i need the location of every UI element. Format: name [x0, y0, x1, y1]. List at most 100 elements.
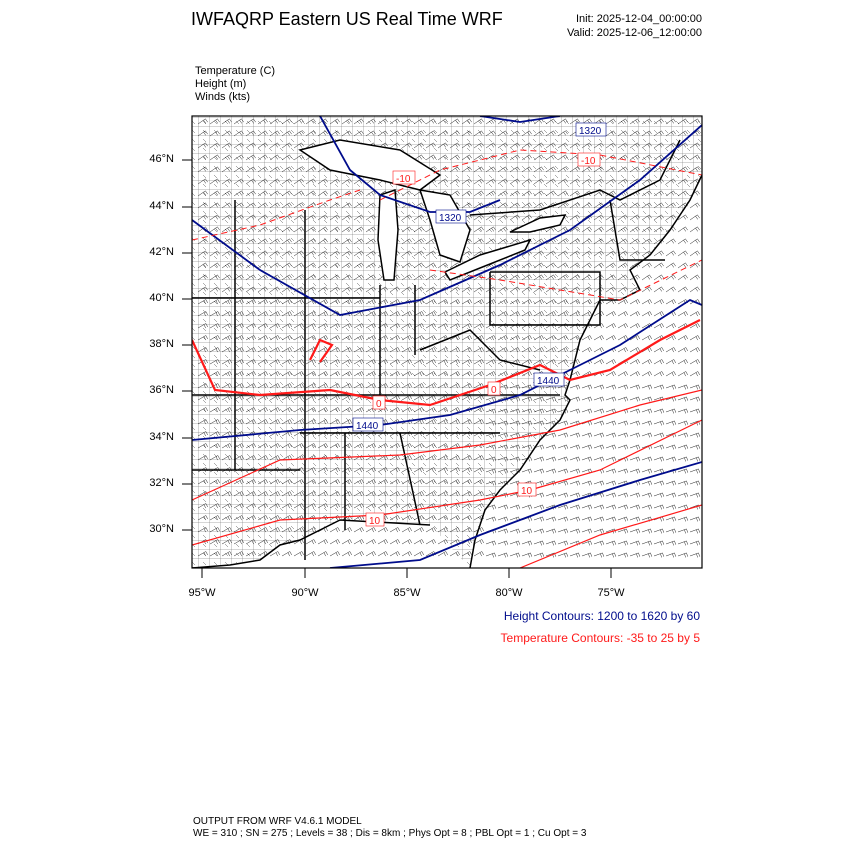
- wind-barb: [497, 347, 509, 353]
- wind-barb: [569, 299, 581, 305]
- wind-barb: [521, 384, 533, 390]
- wind-barb: [677, 432, 689, 438]
- wind-barb: [317, 274, 328, 281]
- wind-barb: [209, 118, 220, 125]
- wind-barb: [305, 467, 317, 473]
- wind-barb: [533, 408, 545, 414]
- wind-barb: [581, 384, 593, 390]
- wind-barb: [545, 456, 557, 462]
- wind-barb: [449, 419, 461, 425]
- wind-barb: [209, 491, 221, 497]
- wind-barb: [317, 190, 328, 197]
- temperature-label: -10: [392, 170, 416, 185]
- wind-barb: [533, 311, 545, 317]
- wind-barb: [509, 311, 521, 317]
- wind-barb: [425, 250, 436, 257]
- wind-barb: [605, 118, 616, 125]
- wind-barb: [473, 455, 485, 461]
- wind-barb: [305, 250, 316, 257]
- lon-label: 75°W: [597, 587, 625, 599]
- wind-barb: [545, 540, 557, 546]
- wind-barb: [353, 262, 364, 269]
- wind-barb: [245, 347, 257, 353]
- wind-barb: [497, 516, 509, 522]
- wind-barb: [593, 384, 605, 390]
- wind-barb: [269, 178, 280, 185]
- wind-barb: [689, 214, 700, 221]
- wind-barb: [401, 214, 412, 221]
- wind-barb: [545, 130, 556, 137]
- height-contour: [192, 298, 702, 441]
- wind-barb: [413, 118, 424, 125]
- wind-barb: [413, 371, 425, 377]
- wind-barb: [365, 274, 376, 281]
- wind-barb: [617, 347, 629, 353]
- field-temperature: Temperature (C): [195, 65, 276, 77]
- field-winds: Winds (kts): [195, 91, 250, 103]
- wind-barb: [533, 190, 544, 197]
- wind-barb: [569, 166, 580, 173]
- wind-barb: [437, 274, 448, 281]
- wind-barb: [545, 516, 557, 522]
- wind-barb: [221, 323, 233, 329]
- wind-barb: [689, 166, 700, 173]
- wind-barb: [545, 274, 556, 281]
- wind-barb: [677, 371, 689, 377]
- wind-barb: [653, 214, 664, 221]
- wind-barb: [317, 323, 329, 329]
- wind-barb: [665, 262, 676, 269]
- wind-barb: [629, 492, 641, 498]
- wind-barb: [533, 516, 545, 522]
- wind-barb: [557, 456, 569, 462]
- wind-barb: [257, 190, 268, 197]
- wind-barb: [593, 347, 605, 353]
- wind-barb: [257, 527, 269, 533]
- wind-barb: [197, 527, 209, 533]
- wind-barb: [665, 492, 677, 498]
- wind-barb: [305, 527, 317, 533]
- wind-barb: [617, 323, 629, 329]
- wind-barb: [617, 130, 628, 137]
- wind-barb: [413, 323, 425, 329]
- wind-barb: [233, 323, 245, 329]
- wind-barb: [233, 539, 245, 545]
- wind-barb: [341, 335, 353, 341]
- wind-barb: [473, 371, 485, 377]
- wind-barb: [605, 516, 617, 522]
- wind-barb: [305, 335, 317, 341]
- wind-barb: [521, 552, 533, 558]
- wind-barb: [437, 539, 449, 545]
- wind-barb: [497, 214, 508, 221]
- wind-barb: [677, 552, 689, 558]
- wind-barb: [557, 420, 569, 426]
- wind-barb: [245, 130, 256, 137]
- wind-barb: [317, 311, 329, 317]
- wind-barb: [593, 420, 605, 426]
- wind-barb: [221, 335, 233, 341]
- height-contour: [192, 124, 702, 316]
- wind-barb: [641, 528, 653, 534]
- wind-barb: [689, 432, 701, 438]
- wind-barb: [497, 190, 508, 197]
- temperature-contour-dashed: [429, 259, 702, 301]
- wind-barb: [533, 444, 545, 450]
- wind-barb: [473, 407, 485, 413]
- wind-barb: [521, 540, 533, 546]
- wind-barb: [593, 250, 604, 257]
- wind-barb: [269, 443, 281, 449]
- wind-barb: [353, 274, 364, 281]
- wind-barb: [209, 274, 220, 281]
- wind-barb: [401, 323, 413, 329]
- wind-barb: [569, 480, 581, 486]
- wind-barb: [413, 154, 424, 161]
- wind-barb: [593, 226, 604, 233]
- wind-barb: [389, 311, 401, 317]
- wind-barb: [281, 178, 292, 185]
- wind-barb: [509, 178, 520, 185]
- wind-barb: [689, 552, 701, 558]
- wind-barb: [485, 456, 497, 462]
- wind-barb: [593, 396, 605, 402]
- wind-barb: [341, 527, 353, 533]
- wind-barb: [389, 527, 401, 533]
